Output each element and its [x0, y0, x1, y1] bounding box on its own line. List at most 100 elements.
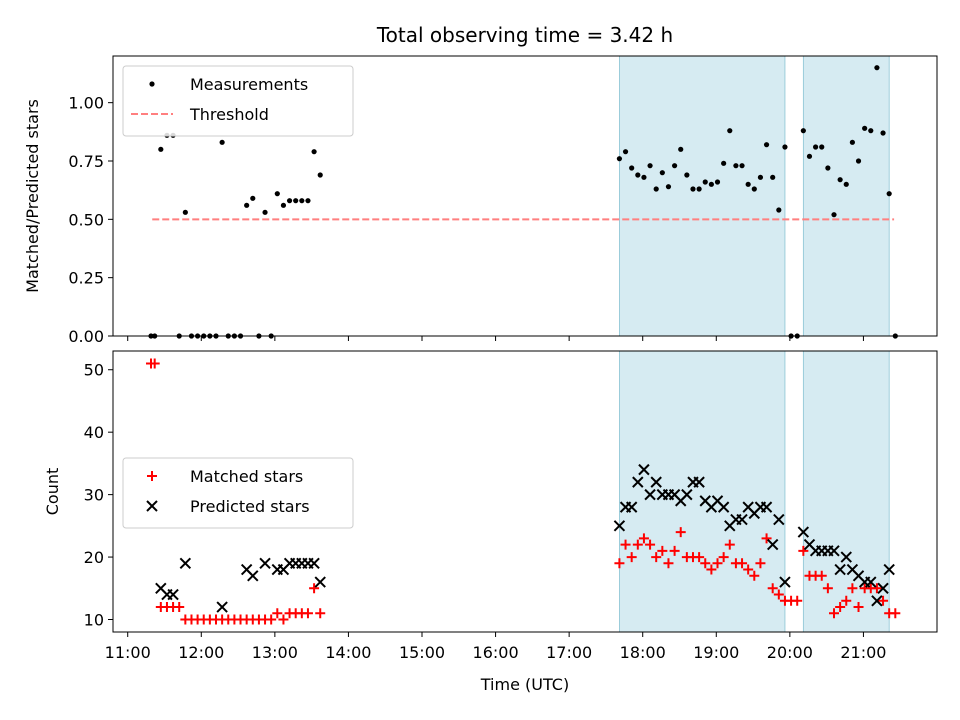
y-tick-label: 0.25 — [68, 269, 104, 288]
panel-count: 10 20 30 40 50 11:00 12:00 13:00 14:00 15:00 16:00… — [43, 350, 938, 662]
chart-title: Total observing time = 3.42 h — [376, 23, 673, 47]
point — [694, 552, 705, 563]
point — [736, 513, 748, 526]
point — [816, 570, 827, 581]
point — [681, 488, 693, 501]
point — [800, 128, 806, 134]
legend-label: Predicted stars — [190, 497, 310, 516]
point — [250, 195, 256, 201]
point — [733, 163, 739, 169]
point — [782, 144, 788, 150]
point — [317, 172, 323, 178]
y-axis-label: Count — [43, 468, 62, 516]
point — [167, 588, 179, 601]
point — [878, 595, 889, 606]
point — [262, 209, 268, 215]
point — [613, 520, 626, 532]
point — [798, 545, 809, 556]
point — [717, 501, 730, 513]
point — [712, 558, 723, 569]
point — [299, 198, 305, 204]
point — [745, 181, 751, 187]
point — [702, 179, 708, 185]
shaded-interval-1 — [619, 350, 786, 633]
point — [280, 202, 287, 208]
point — [843, 181, 849, 187]
legend-box — [122, 65, 354, 137]
point — [302, 608, 313, 619]
point — [174, 602, 185, 613]
point — [216, 601, 228, 613]
x-tick-label: 13:00 — [252, 643, 298, 662]
point — [819, 144, 825, 150]
point — [871, 583, 882, 594]
point — [855, 158, 862, 164]
point — [779, 576, 791, 588]
point — [831, 212, 837, 218]
point — [760, 501, 773, 513]
point — [308, 557, 320, 570]
point — [629, 165, 635, 171]
legend: Measurements Threshold — [122, 65, 354, 137]
point — [829, 608, 839, 619]
point — [638, 533, 649, 544]
point — [274, 191, 280, 197]
point — [638, 463, 650, 476]
series-matched-stars — [146, 358, 901, 625]
y-tick-label: 50 — [84, 361, 104, 380]
y-tick-label: 1.00 — [68, 94, 104, 113]
point — [727, 128, 733, 134]
y-tick-label: 0.50 — [68, 210, 104, 229]
x-tick-label: 20:00 — [767, 643, 813, 662]
x-tick-label: 19:00 — [693, 643, 739, 662]
point — [278, 614, 289, 625]
shaded-interval-1 — [619, 55, 786, 337]
point — [286, 198, 293, 204]
point — [849, 139, 855, 145]
point — [696, 186, 702, 192]
point — [690, 186, 696, 192]
point — [616, 156, 623, 162]
x-tick-label: 21:00 — [840, 643, 886, 662]
legend-label: Threshold — [189, 105, 269, 124]
point — [650, 476, 662, 488]
legend-label: Measurements — [190, 75, 308, 94]
point — [645, 539, 656, 550]
point — [625, 501, 638, 513]
y-tick-label: 30 — [84, 486, 104, 505]
point — [743, 564, 754, 575]
point — [158, 146, 164, 152]
point — [663, 558, 674, 569]
point — [880, 130, 886, 136]
point — [767, 583, 778, 594]
legend-label: Matched stars — [190, 467, 303, 486]
point — [622, 149, 629, 155]
point — [219, 139, 225, 145]
point — [244, 202, 250, 208]
y-tick-label: 40 — [84, 423, 104, 442]
point — [700, 558, 711, 569]
point — [266, 614, 277, 625]
point — [874, 65, 880, 71]
point — [684, 172, 690, 178]
point — [751, 186, 757, 192]
point — [806, 153, 813, 159]
y-tick-label: 0.00 — [68, 327, 104, 346]
point — [871, 595, 883, 607]
point — [825, 165, 831, 171]
point — [620, 539, 631, 550]
point — [647, 163, 653, 169]
point — [853, 602, 864, 613]
point — [311, 149, 317, 155]
y-tick-label: 20 — [84, 548, 104, 567]
point — [766, 538, 779, 551]
point — [890, 608, 901, 619]
point — [182, 209, 188, 215]
point — [834, 563, 846, 576]
legend-box — [122, 457, 354, 529]
point — [737, 558, 748, 569]
y-tick-label: 10 — [84, 611, 104, 630]
point — [653, 186, 659, 192]
point — [678, 146, 684, 152]
point — [651, 552, 662, 563]
